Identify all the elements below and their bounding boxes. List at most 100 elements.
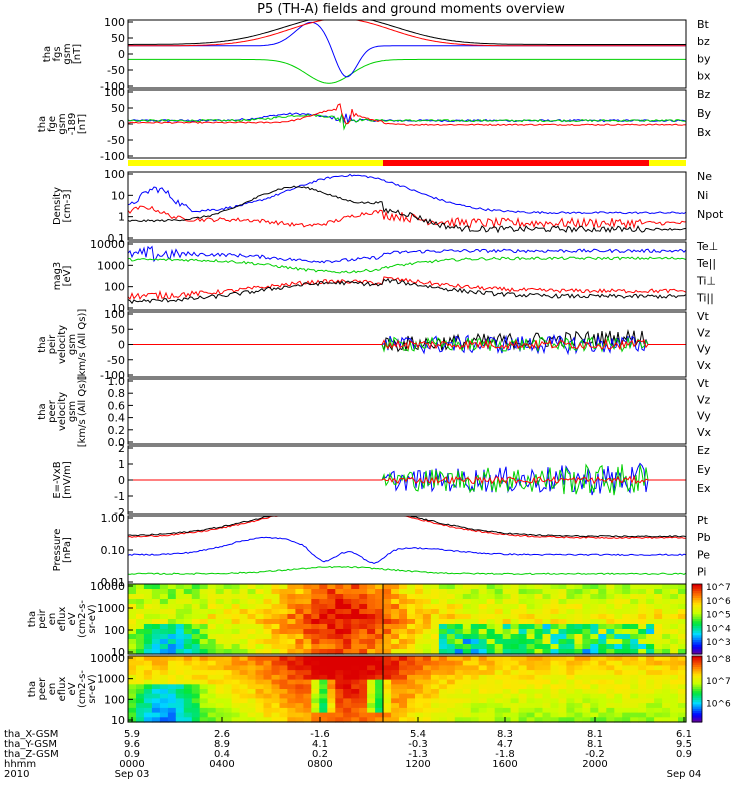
heatmap-cell: [327, 634, 336, 640]
y-tick-label: 100: [104, 281, 125, 294]
y-axis-label-line: [cm-3]: [62, 189, 73, 222]
heatmap-cell: [375, 594, 384, 600]
heatmap-cell: [128, 599, 137, 605]
heatmap-cell: [654, 589, 663, 595]
heatmap-cell: [183, 674, 193, 681]
heatmap-cell: [590, 594, 599, 600]
colorbar-swatch: [692, 602, 702, 606]
heatmap-cell: [502, 594, 512, 600]
heatmap-cell: [454, 689, 464, 695]
heatmap-cell: [383, 634, 392, 640]
heatmap-cell: [566, 644, 575, 650]
y-axis-label: thapeervelocitygsm[km/s (All Qs)]: [37, 376, 88, 448]
heatmap-cell: [263, 703, 273, 709]
heatmap-cell: [502, 656, 512, 662]
heatmap-cell: [590, 679, 599, 685]
colorbar-label: 10^5: [706, 611, 731, 621]
y-tick-label: 100: [104, 624, 125, 637]
heatmap-cell: [462, 712, 472, 718]
heatmap-cell: [415, 584, 424, 590]
heatmap-cell: [526, 649, 536, 655]
heatmap-cell: [670, 656, 679, 662]
heatmap-cell: [646, 703, 655, 709]
heatmap-cell: [678, 599, 687, 605]
heatmap-cell: [550, 656, 560, 662]
heatmap-cell: [574, 717, 583, 723]
heatmap-cell: [183, 644, 193, 650]
y-tick-label: 0.0: [108, 436, 126, 449]
heatmap-cell: [518, 703, 528, 709]
heatmap-cell: [183, 624, 193, 630]
heatmap-cell: [375, 639, 384, 645]
heatmap-cell: [351, 698, 360, 704]
heatmap-cell: [654, 624, 663, 630]
heatmap-cell: [367, 707, 376, 714]
y-axis-label-line: gsm: [67, 334, 78, 355]
heatmap-cell: [128, 639, 137, 645]
heatmap-cell: [407, 584, 416, 590]
heatmap-cell: [175, 634, 185, 640]
heatmap-cell: [279, 665, 289, 671]
heatmap-cell: [670, 689, 679, 695]
colorbar-label: 10^4: [706, 624, 731, 634]
heatmap-cell: [159, 665, 169, 671]
heatmap-cell: [335, 656, 344, 662]
heatmap-cell: [662, 717, 671, 723]
y-tick-label: 0: [118, 339, 125, 352]
heatmap-cell: [534, 707, 544, 714]
heatmap-cell: [614, 639, 623, 645]
heatmap-cell: [263, 629, 273, 635]
heatmap-cell: [335, 599, 344, 605]
heatmap-cell: [678, 660, 687, 666]
heatmap-cell: [478, 689, 488, 695]
heatmap-cell: [566, 629, 575, 635]
heatmap-cell: [391, 604, 400, 610]
heatmap-cell: [239, 656, 249, 662]
heatmap-cell: [255, 634, 265, 640]
x-axis-value: 4.7: [497, 739, 513, 750]
heatmap-cell: [614, 619, 623, 625]
heatmap-cell: [367, 609, 376, 615]
heatmap-cell: [287, 634, 296, 640]
heatmap-cell: [415, 629, 424, 635]
heatmap-cell: [470, 649, 480, 655]
heatmap-cell: [590, 689, 599, 695]
heatmap-cell: [143, 707, 153, 714]
heatmap-cell: [367, 589, 376, 595]
heatmap-cell: [518, 629, 528, 635]
heatmap-cell: [151, 712, 161, 718]
heatmap-cell: [638, 656, 647, 662]
heatmap-cell: [351, 717, 360, 723]
heatmap-cell: [175, 649, 185, 655]
heatmap-cell: [128, 634, 137, 640]
heatmap-cell: [415, 698, 424, 704]
heatmap-cell: [383, 624, 392, 630]
heatmap-cell: [231, 589, 241, 595]
heatmap-cell: [438, 712, 448, 718]
heatmap-cell: [407, 693, 416, 699]
heatmap-cell: [255, 599, 265, 605]
heatmap-cell: [136, 644, 145, 650]
heatmap-cell: [215, 693, 225, 699]
heatmap-cell: [446, 639, 456, 645]
heatmap-cell: [598, 599, 607, 605]
heatmap-cell: [598, 614, 607, 620]
heatmap-cell: [454, 674, 464, 681]
heatmap-cell: [670, 674, 679, 681]
heatmap-cell: [598, 644, 607, 650]
heatmap-cell: [670, 604, 679, 610]
heatmap-cell: [239, 614, 249, 620]
heatmap-cell: [255, 670, 265, 676]
heatmap-cell: [542, 717, 552, 723]
heatmap-cell: [327, 619, 336, 625]
heatmap-cell: [335, 698, 344, 704]
heatmap-cell: [614, 589, 623, 595]
legend-label: Bz: [697, 88, 711, 101]
heatmap-cell: [662, 629, 671, 635]
heatmap-cell: [327, 599, 336, 605]
heatmap-cell: [582, 599, 591, 605]
heatmap-cell: [446, 604, 456, 610]
heatmap-cell: [151, 689, 161, 695]
legend-label: Ez: [697, 444, 710, 457]
y-axis-label: E=-VxB[mV/m]: [52, 461, 73, 499]
